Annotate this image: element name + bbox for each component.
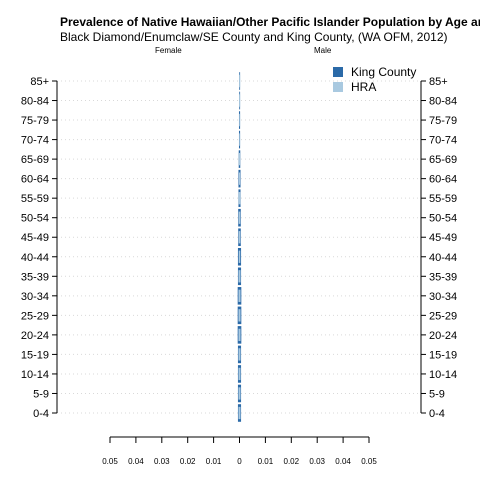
x-tick-label-5: 0 — [237, 457, 242, 466]
x-axis: 0.05 0.04 0.03 0.02 0.01 0 0.01 0.02 0.03 0.04 0.0… — [102, 436, 377, 466]
bar-hra-male-50-54 — [239, 211, 241, 224]
y-tick-label-right-10-14: 10-14 — [429, 369, 457, 381]
y-tick-label-left-15-19: 15-19 — [21, 349, 49, 361]
bar-hra-female-15-19 — [238, 348, 240, 361]
y-tick-label-left-60-64: 60-64 — [21, 174, 49, 186]
bars-group — [237, 72, 242, 422]
bar-hra-female-50-54 — [238, 211, 240, 224]
y-tick-label-right-35-39: 35-39 — [429, 271, 457, 283]
x-tick-label-4: 0.01 — [206, 457, 222, 466]
y-tick-label-right-0-4: 0-4 — [429, 408, 445, 420]
bar-hra-female-55-59 — [238, 192, 240, 205]
bar-hra-male-55-59 — [239, 192, 241, 205]
bar-hra-female-60-64 — [238, 172, 240, 185]
bar-hra-male-80-84 — [239, 94, 241, 107]
y-tick-label-right-5-9: 5-9 — [429, 388, 445, 400]
legend-label-king-county: King County — [351, 65, 416, 79]
y-tick-label-left-5-9: 5-9 — [33, 388, 49, 400]
bar-hra-male-5-9 — [239, 387, 241, 400]
bar-hra-male-75-79 — [239, 113, 241, 127]
x-tick-label-9: 0.04 — [335, 457, 351, 466]
bar-hra-female-20-24 — [238, 328, 240, 342]
y-tick-label-right-80-84: 80-84 — [429, 96, 457, 108]
bar-hra-male-15-19 — [239, 348, 241, 361]
bar-hra-female-10-14 — [238, 367, 240, 381]
y-tick-label-right-70-74: 70-74 — [429, 135, 457, 147]
y-tick-label-left-45-49: 45-49 — [21, 232, 49, 244]
x-tick-label-1: 0.04 — [128, 457, 144, 466]
bar-hra-female-45-49 — [238, 231, 240, 244]
legend-swatch-hra — [333, 82, 343, 92]
y-tick-label-left-25-29: 25-29 — [21, 310, 49, 322]
y-tick-label-left-0-4: 0-4 — [33, 408, 49, 420]
bar-hra-female-5-9 — [238, 387, 240, 400]
y-tick-label-left-10-14: 10-14 — [21, 369, 49, 381]
bar-hra-male-35-39 — [239, 270, 241, 283]
y-tick-label-right-45-49: 45-49 — [429, 232, 457, 244]
chart-title: Prevalence of Native Hawaiian/Other Paci… — [60, 15, 480, 29]
bar-hra-male-10-14 — [239, 367, 241, 381]
bar-hra-male-70-74 — [239, 133, 241, 146]
y-tick-label-right-25-29: 25-29 — [429, 310, 457, 322]
y-tick-label-left-35-39: 35-39 — [21, 271, 49, 283]
y-tick-label-right-50-54: 50-54 — [429, 213, 457, 225]
legend-label-hra: HRA — [351, 80, 376, 94]
y-tick-label-left-70-74: 70-74 — [21, 135, 49, 147]
y-tick-label-left-40-44: 40-44 — [21, 252, 49, 264]
y-tick-label-left-20-24: 20-24 — [21, 330, 49, 342]
bar-hra-male-0-4 — [239, 406, 241, 420]
bar-hra-male-45-49 — [239, 231, 241, 244]
y-tick-label-right-20-24: 20-24 — [429, 330, 457, 342]
x-tick-label-7: 0.02 — [284, 457, 300, 466]
bar-hra-male-25-29 — [239, 309, 241, 322]
y-tick-label-right-40-44: 40-44 — [429, 252, 457, 264]
grid-lines — [57, 80, 421, 414]
y-tick-label-right-60-64: 60-64 — [429, 174, 457, 186]
y-tick-label-right-65-69: 65-69 — [429, 154, 457, 166]
legend-swatch-king-county — [333, 67, 343, 77]
x-tick-label-8: 0.03 — [309, 457, 325, 466]
chart-subtitle: Black Diamond/Enumclaw/SE County and Kin… — [60, 30, 448, 44]
bar-king-county-female-40-44 — [237, 247, 240, 266]
x-tick-label-6: 0.01 — [258, 457, 274, 466]
x-tick-label-2: 0.03 — [154, 457, 170, 466]
bar-king-county-male-40-44 — [239, 247, 242, 266]
bar-hra-male-60-64 — [239, 172, 241, 185]
bar-hra-female-35-39 — [238, 270, 240, 283]
y-tick-label-left-80-84: 80-84 — [21, 96, 49, 108]
bar-hra-male-30-34 — [239, 289, 241, 302]
x-tick-label-3: 0.02 — [180, 457, 196, 466]
y-tick-label-left-65-69: 65-69 — [21, 154, 49, 166]
y-tick-label-right-30-34: 30-34 — [429, 291, 457, 303]
bar-hra-female-40-44 — [238, 250, 240, 263]
y-tick-label-right-75-79: 75-79 — [429, 115, 457, 127]
y-tick-label-right-85+: 85+ — [429, 76, 448, 88]
male-side-label: Male — [314, 46, 332, 55]
y-axes: 0-4 0-4 5-9 5-9 10-14 10-14 15-19 15-19 20-24 20-… — [21, 76, 457, 420]
y-tick-label-right-15-19: 15-19 — [429, 349, 457, 361]
bar-hra-female-0-4 — [238, 406, 240, 420]
y-tick-label-right-55-59: 55-59 — [429, 193, 457, 205]
bar-hra-male-20-24 — [239, 328, 241, 342]
x-tick-label-0: 0.05 — [102, 457, 118, 466]
y-tick-label-left-55-59: 55-59 — [21, 193, 49, 205]
bar-hra-female-30-34 — [238, 289, 240, 302]
bar-hra-female-65-69 — [238, 152, 240, 166]
y-tick-label-left-75-79: 75-79 — [21, 115, 49, 127]
bar-hra-male-65-69 — [239, 152, 241, 166]
y-tick-label-left-50-54: 50-54 — [21, 213, 49, 225]
bar-hra-male-40-44 — [239, 250, 241, 263]
x-tick-label-10: 0.05 — [361, 457, 377, 466]
y-tick-label-left-85+: 85+ — [30, 76, 49, 88]
female-side-label: Female — [155, 46, 182, 55]
y-tick-label-left-30-34: 30-34 — [21, 291, 49, 303]
bar-hra-male-85+ — [239, 74, 241, 88]
bar-hra-female-25-29 — [238, 309, 240, 322]
